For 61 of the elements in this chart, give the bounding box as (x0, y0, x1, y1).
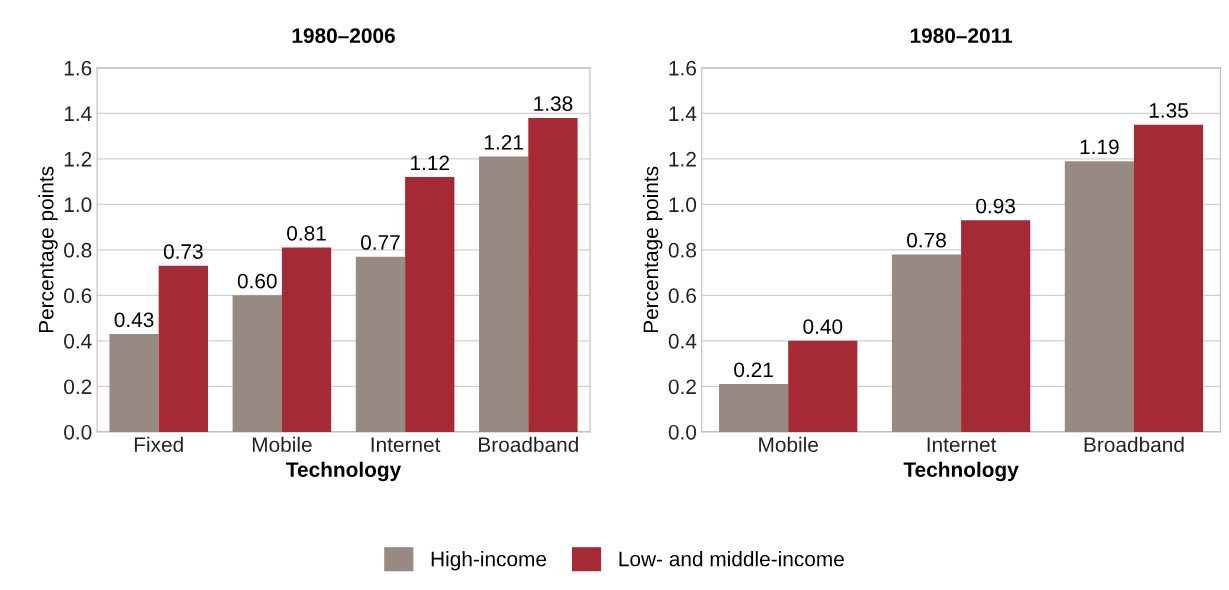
bar (788, 340, 858, 432)
data-label: 0.43 (114, 312, 154, 328)
y-tick-label: 1.2 (64, 151, 92, 167)
y-tick-label: 0.2 (668, 379, 696, 395)
x-tick-label: Broadband (479, 436, 578, 453)
y-tick-label: 1.0 (669, 197, 697, 213)
bar (1133, 124, 1204, 432)
y-tick-label: 0.8 (668, 242, 696, 258)
bar (355, 256, 406, 432)
x-axis-title: Technology (903, 461, 1019, 482)
y-tick-label: 1.6 (64, 60, 92, 76)
data-label: 1.19 (1080, 139, 1119, 155)
bar (109, 334, 159, 432)
bar (405, 177, 455, 432)
y-tick-label: 1.2 (669, 151, 696, 167)
bar (479, 156, 529, 432)
data-label: 0.73 (163, 244, 203, 259)
bar (719, 384, 789, 432)
x-tick-label: Internet (371, 437, 441, 453)
y-tick-label: 1.4 (669, 106, 697, 121)
bar (232, 295, 282, 432)
data-label: 0.60 (237, 273, 277, 289)
bar (528, 117, 578, 432)
y-tick-label: 0.6 (64, 288, 92, 304)
bar (961, 220, 1031, 432)
y-tick-label: 0.0 (64, 424, 92, 440)
x-tick-label: Fixed (134, 436, 183, 453)
x-tick-label: Mobile (252, 436, 312, 453)
x-tick-label: Internet (927, 437, 997, 453)
y-tick-label: 0.2 (64, 379, 92, 395)
data-label: 1.35 (1149, 103, 1188, 118)
x-tick-label: Broadband (1084, 436, 1184, 453)
data-label: 0.77 (361, 235, 400, 250)
x-tick-label: Mobile (759, 436, 818, 453)
y-tick-label: 0.8 (64, 242, 92, 258)
legend-label: High-income (431, 551, 547, 571)
bar (891, 254, 962, 432)
y-tick-label: 1.0 (64, 197, 92, 213)
data-label: 0.81 (287, 225, 326, 241)
data-label: 1.38 (534, 96, 573, 112)
data-label: 0.40 (803, 319, 843, 334)
y-tick-label: 1.4 (64, 106, 92, 121)
x-axis-title: Technology (286, 461, 402, 482)
chart-title: 1980–2011 (910, 28, 1013, 44)
data-label: 1.12 (411, 155, 449, 170)
bar (158, 265, 208, 432)
data-label: 0.21 (734, 362, 773, 378)
bar (281, 247, 332, 432)
y-tick-label: 0.4 (64, 333, 92, 349)
data-label: 0.93 (976, 198, 1016, 214)
data-label: 1.21 (484, 134, 523, 150)
data-label: 0.78 (907, 232, 946, 248)
chart-title: 1980–2006 (292, 28, 395, 44)
y-tick-label: 0.4 (668, 333, 697, 349)
bar (1064, 161, 1134, 432)
y-tick-label: 1.6 (669, 60, 696, 76)
y-tick-label: 0.0 (668, 424, 697, 440)
y-tick-label: 0.6 (668, 288, 696, 304)
y-axis-title: Percentage points (642, 166, 663, 333)
y-axis-title: Percentage points (38, 166, 58, 333)
legend-label: Low- and middle-income (619, 551, 844, 567)
